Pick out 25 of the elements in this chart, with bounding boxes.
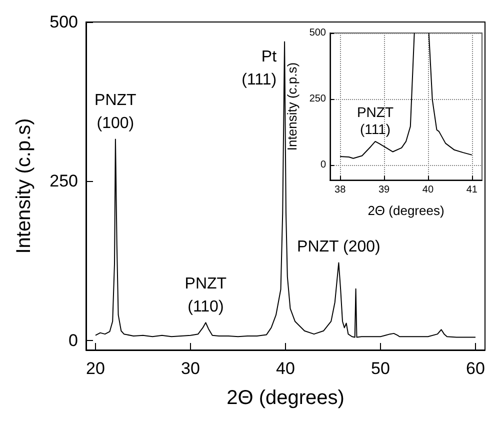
annotation: PNZT (200) xyxy=(297,238,380,256)
y-axis-title: Intensity (c.p.s) xyxy=(284,62,300,151)
y-axis-title: Intensity (c.p.s) xyxy=(13,118,35,254)
x-tick-label: 20 xyxy=(86,359,105,378)
x-axis-title: 2Θ (degrees) xyxy=(226,387,344,409)
annotation: PNZT (110) xyxy=(184,276,227,316)
y-tick-label: 250 xyxy=(309,93,326,104)
x-tick-label: 60 xyxy=(466,359,485,378)
x-tick-label: 50 xyxy=(371,359,390,378)
y-tick-label: 250 xyxy=(50,172,78,191)
x-tick-label: 39 xyxy=(378,184,390,196)
x-tick-label: 30 xyxy=(181,359,200,378)
x-tick-label: 38 xyxy=(334,184,346,196)
line-series xyxy=(95,41,476,338)
y-tick-label: 500 xyxy=(50,12,78,32)
y-tick-label: 500 xyxy=(309,28,326,38)
y-tick-label: 0 xyxy=(320,159,326,170)
annotation: PNZT (111) xyxy=(356,104,394,137)
annotation: Pt (111) xyxy=(242,48,278,89)
y-tick-label: 0 xyxy=(68,330,78,350)
x-tick-label: 41 xyxy=(466,184,478,196)
x-axis-title: 2Θ (degrees) xyxy=(368,203,444,218)
x-tick-label: 40 xyxy=(276,359,295,378)
x-tick-label: 40 xyxy=(422,184,434,196)
annotation: PNZT (100) xyxy=(94,92,137,132)
